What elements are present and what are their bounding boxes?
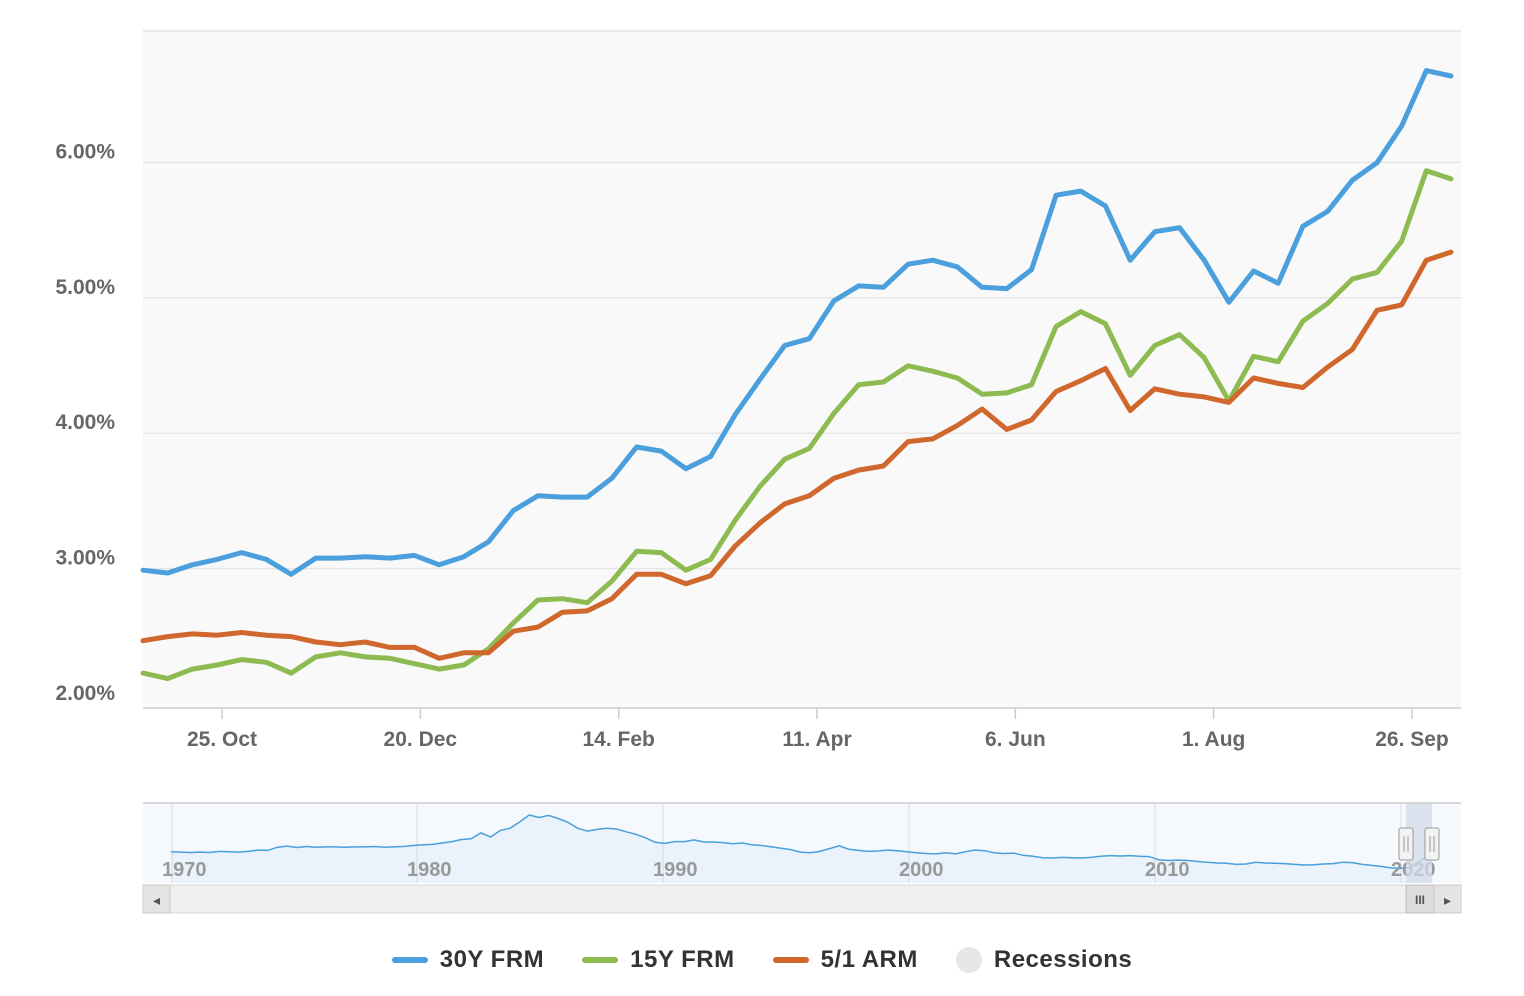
legend-item-15y-frm[interactable]: 15Y FRM — [582, 946, 734, 974]
x-axis: 25. Oct 20. Dec 14. Feb 11. Apr 6. Jun 1. Aug… — [143, 707, 1461, 751]
scrollbar-thumb[interactable] — [1405, 884, 1435, 914]
scrollbar-track[interactable] — [142, 884, 1462, 914]
legend-item-5-1-arm[interactable]: 5/1 ARM — [772, 946, 918, 974]
scroll-left-button[interactable] — [142, 884, 171, 914]
series-line-5-1-arm[interactable] — [140, 249, 1454, 661]
y-tick-label: 2.00% — [55, 682, 115, 705]
legend-label: Recessions — [993, 946, 1133, 973]
scroll-right-button[interactable] — [1433, 884, 1462, 914]
y-tick-label: 5.00% — [55, 276, 115, 299]
x-tick-label: 26. Sep — [1375, 728, 1449, 751]
legend-item-recessions[interactable]: Recessions — [955, 946, 1133, 974]
navigator-right-handle[interactable] — [1424, 827, 1440, 861]
series-line-15y-frm[interactable] — [140, 168, 1454, 682]
navigator-series — [170, 814, 1431, 883]
x-tick-label: 25. Oct — [187, 728, 257, 751]
navigator-area — [171, 815, 1430, 883]
y-tick-label: 3.00% — [55, 547, 115, 570]
scrollbar[interactable]: ◂ III ▸ — [142, 884, 1462, 914]
recessions-dot-icon — [955, 947, 982, 973]
legend-label: 15Y FRM — [630, 946, 735, 973]
legend-label: 30Y FRM — [439, 946, 545, 973]
y-tick-label: 6.00% — [55, 140, 115, 163]
y-axis: 2.00% 3.00% 4.00% 5.00% 6.00% — [55, 140, 115, 705]
grip-icon: III — [1415, 893, 1425, 907]
x-tick-label: 14. Feb — [582, 728, 654, 751]
legend-item-30y-frm[interactable]: 30Y FRM — [391, 946, 545, 974]
navigator[interactable]: 197019801990200020102020 — [143, 802, 1461, 883]
navigator-year-label: 1980 — [407, 859, 452, 881]
legend-swatch — [772, 957, 809, 963]
x-tick-label: 1. Aug — [1182, 728, 1245, 751]
navigator-year-label: 1990 — [653, 859, 698, 881]
legend-swatch — [391, 957, 428, 963]
legend-label: 5/1 ARM — [820, 946, 918, 973]
series-lines[interactable] — [140, 68, 1454, 682]
grid-lines — [143, 30, 1461, 570]
legend: 30Y FRM 15Y FRM 5/1 ARM Recessions — [0, 940, 1524, 980]
navigator-line — [170, 814, 1431, 869]
plot-background — [143, 30, 1461, 707]
y-tick-label: 4.00% — [55, 411, 115, 434]
navigator-background — [143, 803, 1461, 883]
navigator-left-handle[interactable] — [1398, 827, 1414, 861]
legend-swatch — [582, 957, 619, 963]
navigator-year-label: 1970 — [162, 859, 207, 881]
chevron-left-icon: ◂ — [153, 892, 160, 908]
series-line-30y-frm[interactable] — [140, 68, 1454, 577]
chevron-right-icon: ▸ — [1444, 892, 1451, 908]
x-tick-label: 11. Apr — [782, 728, 851, 751]
x-tick-label: 20. Dec — [384, 728, 458, 751]
navigator-year-label: 2000 — [899, 859, 944, 881]
navigator-year-label: 2010 — [1145, 859, 1190, 881]
x-tick-label: 6. Jun — [985, 728, 1046, 751]
